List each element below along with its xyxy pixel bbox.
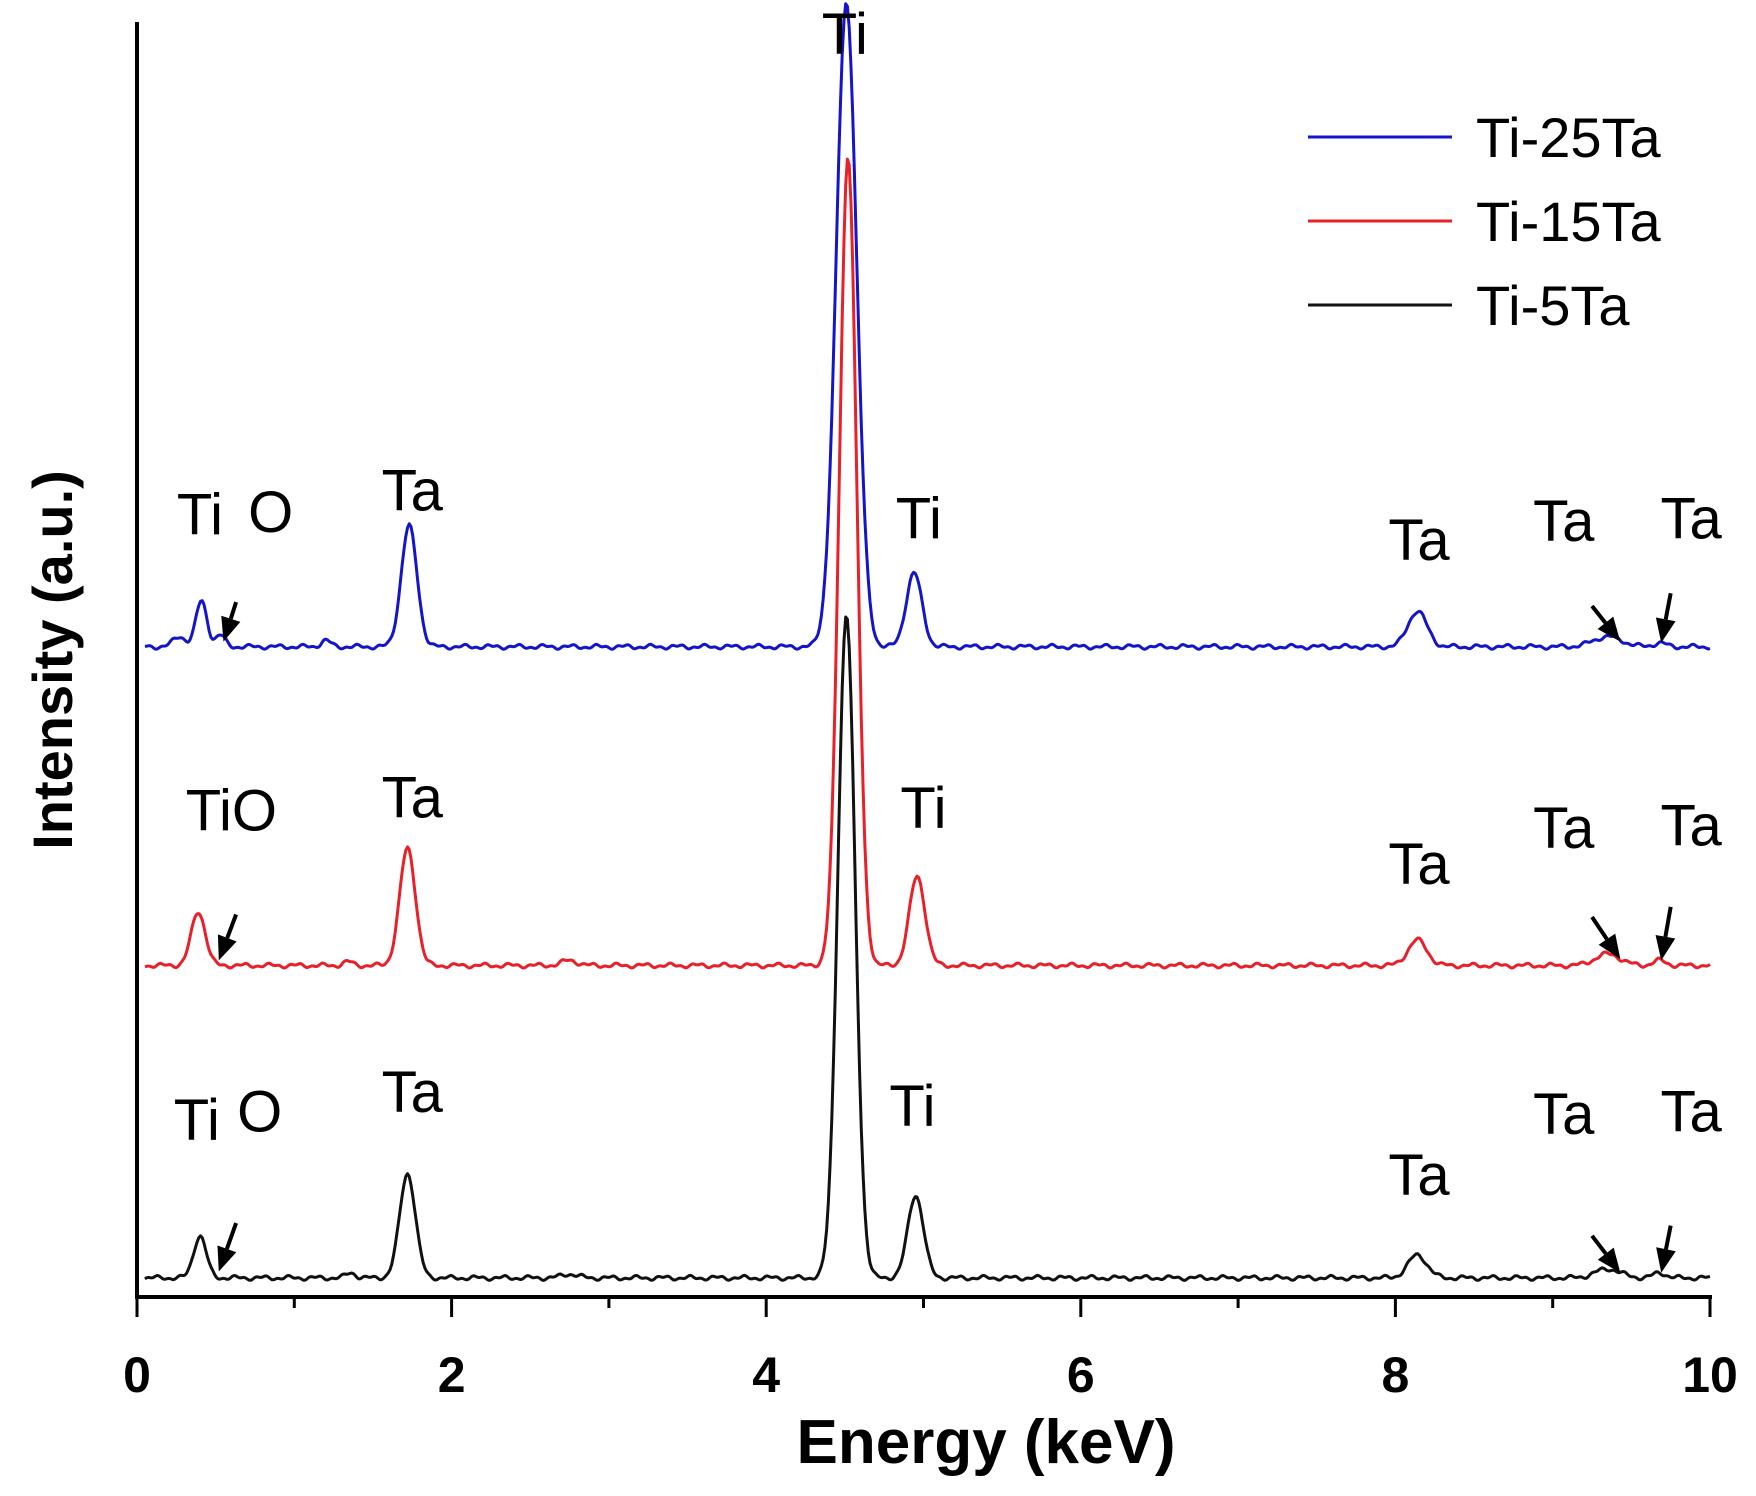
x-tick-label-2: 2 bbox=[438, 1347, 466, 1403]
peak-label-ti-1: Ti bbox=[177, 483, 223, 548]
arrow-6 bbox=[217, 1222, 238, 1272]
legend-label-ti-25ta: Ti-25Ta bbox=[1476, 106, 1662, 169]
arrow-0 bbox=[221, 601, 241, 642]
series-line-ti-5ta bbox=[144, 615, 1711, 1282]
arrow-5 bbox=[1655, 906, 1676, 961]
arrow-7 bbox=[1590, 1234, 1621, 1273]
peak-label-tio-8: TiO bbox=[186, 778, 277, 843]
peak-label-ti-0: Ti bbox=[822, 2, 868, 67]
arrow-4 bbox=[1590, 915, 1621, 960]
series-line-ti-15ta bbox=[144, 157, 1711, 970]
legend-label-ti-15ta: Ti-15Ta bbox=[1476, 190, 1662, 253]
x-axis-title: Energy (keV) bbox=[796, 1408, 1175, 1477]
peak-arrows bbox=[217, 592, 1676, 1273]
x-tick-label-8: 8 bbox=[1381, 1347, 1409, 1403]
arrow-1 bbox=[1590, 604, 1621, 642]
series-line-ti-25ta bbox=[144, 2, 1711, 651]
arrow-8 bbox=[1656, 1225, 1676, 1273]
peak-label-ti-4: Ti bbox=[896, 486, 942, 551]
peak-label-ta-20: Ta bbox=[1660, 1079, 1722, 1144]
legend: Ti-25Ta Ti-15Ta Ti-5Ta bbox=[1308, 106, 1662, 337]
arrow-2 bbox=[1655, 592, 1676, 643]
peak-label-ta-6: Ta bbox=[1533, 489, 1595, 554]
peak-label-ta-13: Ta bbox=[1660, 794, 1722, 859]
peak-label-ta-16: Ta bbox=[382, 1060, 444, 1125]
peak-label-ti-14: Ti bbox=[174, 1088, 220, 1153]
peak-label-ta-9: Ta bbox=[382, 766, 444, 831]
peak-label-ti-17: Ti bbox=[889, 1074, 935, 1139]
arrow-3 bbox=[217, 913, 238, 961]
peak-label-ta-18: Ta bbox=[1388, 1143, 1450, 1208]
x-tick-label-0: 0 bbox=[123, 1347, 151, 1403]
peak-label-ta-5: Ta bbox=[1388, 508, 1450, 573]
x-tick-label-10: 10 bbox=[1682, 1347, 1738, 1403]
x-ticks: 0 2 4 6 8 10 bbox=[123, 1297, 1738, 1403]
peak-label-ta-19: Ta bbox=[1533, 1082, 1595, 1147]
x-tick-label-6: 6 bbox=[1067, 1347, 1095, 1403]
peak-label-ti-10: Ti bbox=[900, 776, 946, 841]
x-tick-label-4: 4 bbox=[752, 1347, 780, 1403]
peak-label-ta-7: Ta bbox=[1660, 486, 1722, 551]
peak-label-ta-11: Ta bbox=[1388, 832, 1450, 897]
legend-label-ti-5ta: Ti-5Ta bbox=[1476, 274, 1630, 337]
peak-label-o-15: O bbox=[237, 1079, 282, 1144]
peak-label-ta-3: Ta bbox=[382, 458, 444, 523]
y-axis-title: Intensity (a.u.) bbox=[21, 470, 84, 850]
plot-lines bbox=[144, 2, 1711, 1282]
peak-label-ta-12: Ta bbox=[1533, 796, 1595, 861]
peak-label-o-2: O bbox=[248, 480, 293, 545]
